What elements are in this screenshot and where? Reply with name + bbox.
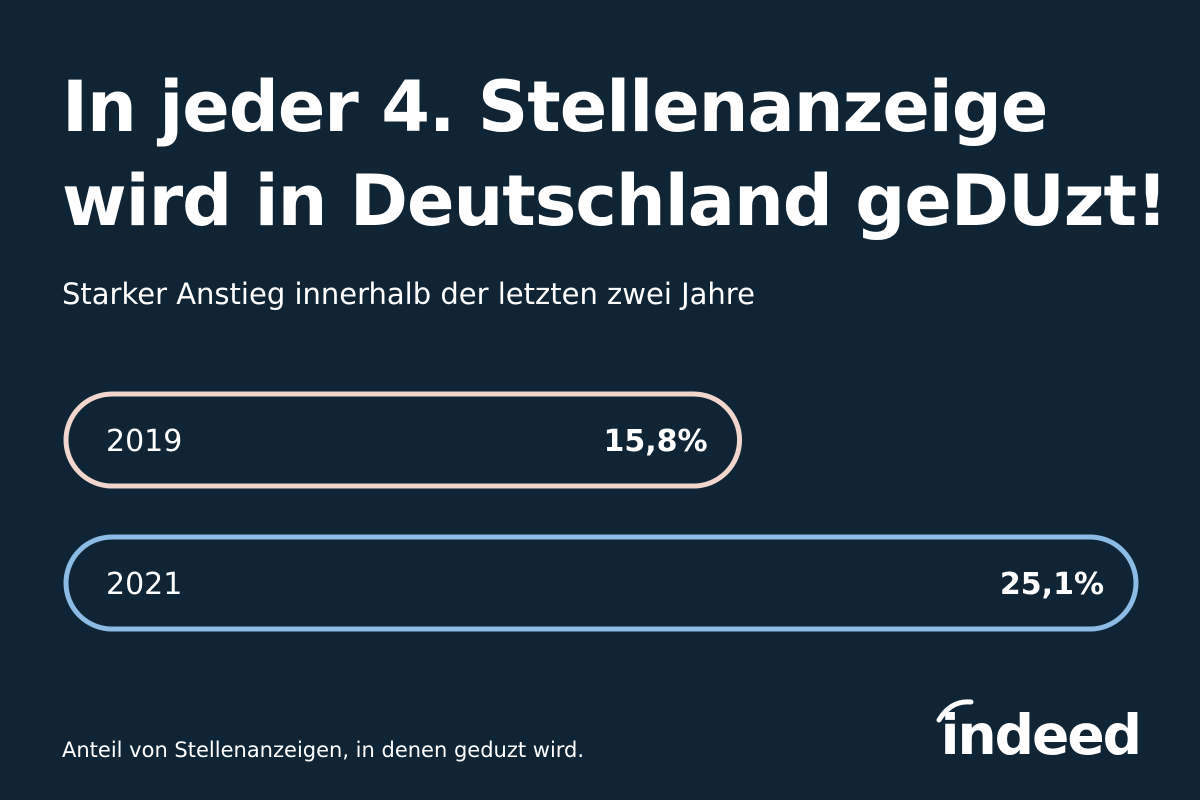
logo-arc-icon	[936, 699, 974, 723]
title-line-1: In jeder 4. Stellenanzeige	[62, 66, 1048, 148]
bar-value-label: 15,8%	[603, 424, 707, 459]
subtitle: Starker Anstieg innerhalb der letzten zw…	[62, 277, 755, 311]
logo-text: indeed	[940, 703, 1142, 767]
bar-category-label: 2019	[106, 424, 182, 459]
bar-category-label: 2021	[106, 567, 182, 602]
bar-2019	[63, 391, 743, 489]
bar-value-label: 25,1%	[1000, 567, 1104, 602]
bar-2021	[63, 534, 1139, 632]
indeed-logo: indeed	[936, 699, 1142, 770]
footnote: Anteil von Stellenanzeigen, in denen ged…	[62, 738, 585, 762]
page-title: In jeder 4. Stellenanzeige wird in Deuts…	[62, 60, 1168, 248]
title-line-2: wird in Deutschland geDUzt!	[62, 160, 1168, 242]
